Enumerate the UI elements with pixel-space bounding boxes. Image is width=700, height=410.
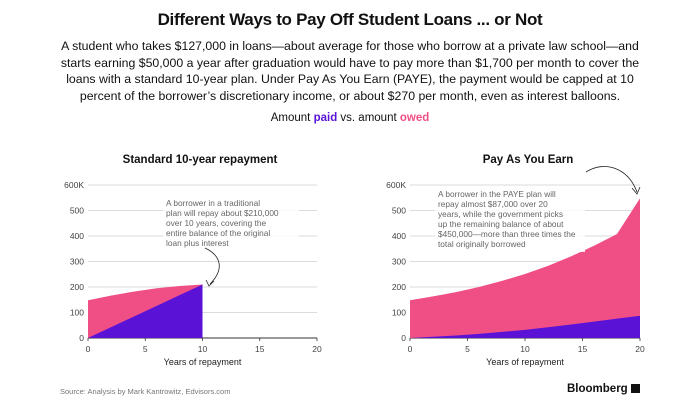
chart-2-y-tick-label: 100 — [392, 308, 406, 318]
legend: Amount paid vs. amount owed — [0, 112, 700, 124]
chart-2-area-owed — [410, 198, 640, 338]
chart-1-y-tick-label: 600K — [64, 180, 84, 190]
chart-1-annotation: A borrower in a traditional plan will rep… — [166, 198, 279, 248]
chart-1-y-tick-label: 0 — [79, 333, 84, 343]
chart-1-area-paid — [88, 284, 203, 338]
legend-paid: paid — [313, 112, 338, 124]
legend-middle: vs. amount — [337, 112, 400, 124]
page-title: Different Ways to Pay Off Student Loans … — [157, 10, 543, 29]
chart-1-y-tick-label: 200 — [70, 282, 84, 292]
chart-1-y-tick-label: 300 — [70, 257, 84, 267]
chart-1-x-tick-label: 20 — [312, 344, 322, 354]
chart-1-title: Standard 10-year repayment — [122, 154, 278, 166]
chart-2-x-axis-label: Years of repayment — [486, 357, 564, 367]
chart-2-y-tick-label: 600K — [386, 180, 406, 190]
chart-2-x-tick-label: 15 — [578, 344, 588, 354]
source-note: Source: Analysis by Mark Kantrowitz, Edv… — [60, 387, 231, 396]
chart-1-x-tick-label: 10 — [198, 344, 208, 354]
chart-1-x-tick-label: 15 — [255, 344, 265, 354]
chart-2-x-tick-label: 10 — [520, 344, 530, 354]
chart-1-x-axis-label: Years of repayment — [164, 357, 242, 367]
chart-2-x-tick-label: 0 — [408, 344, 413, 354]
chart-2-x-tick-label: 5 — [465, 344, 470, 354]
chart-1-annotation-arrow — [204, 247, 220, 285]
chart-1-y-tick-label: 500 — [70, 206, 84, 216]
chart-2-annotation: A borrower in the PAYE plan will repay al… — [438, 189, 576, 249]
brand-mark-icon — [630, 384, 640, 393]
chart-1-annotation-box — [163, 197, 299, 251]
chart-2-y-tick-label: 400 — [392, 231, 406, 241]
page-subtitle: A student who takes $127,000 in loans—ab… — [60, 39, 640, 103]
chart-2-x-tick-label: 20 — [635, 344, 645, 354]
chart-2-area-paid — [410, 315, 640, 338]
legend-owed: owed — [399, 112, 430, 124]
chart-1-x-tick-label: 5 — [143, 344, 148, 354]
chart-1-arrow-head — [205, 279, 215, 287]
brand-name: Bloomberg — [567, 383, 628, 395]
brand-logo: Bloomberg — [567, 383, 640, 395]
chart-1-y-tick-label: 100 — [70, 308, 84, 318]
chart-2-y-tick-label: 500 — [392, 206, 406, 216]
chart-2-annotation-box — [435, 188, 585, 252]
chart-1-y-tick-label: 400 — [70, 231, 84, 241]
chart-2-title: Pay As You Earn — [482, 154, 574, 166]
chart-2-y-tick-label: 200 — [392, 282, 406, 292]
chart-2-y-tick-label: 300 — [392, 257, 406, 267]
legend-prefix: Amount — [270, 112, 314, 124]
chart-2-annotation-arrow — [585, 166, 638, 193]
chart-2-arrow-head — [631, 186, 641, 195]
chart-2-y-tick-label: 0 — [401, 333, 406, 343]
chart-1-x-tick-label: 0 — [86, 344, 91, 354]
